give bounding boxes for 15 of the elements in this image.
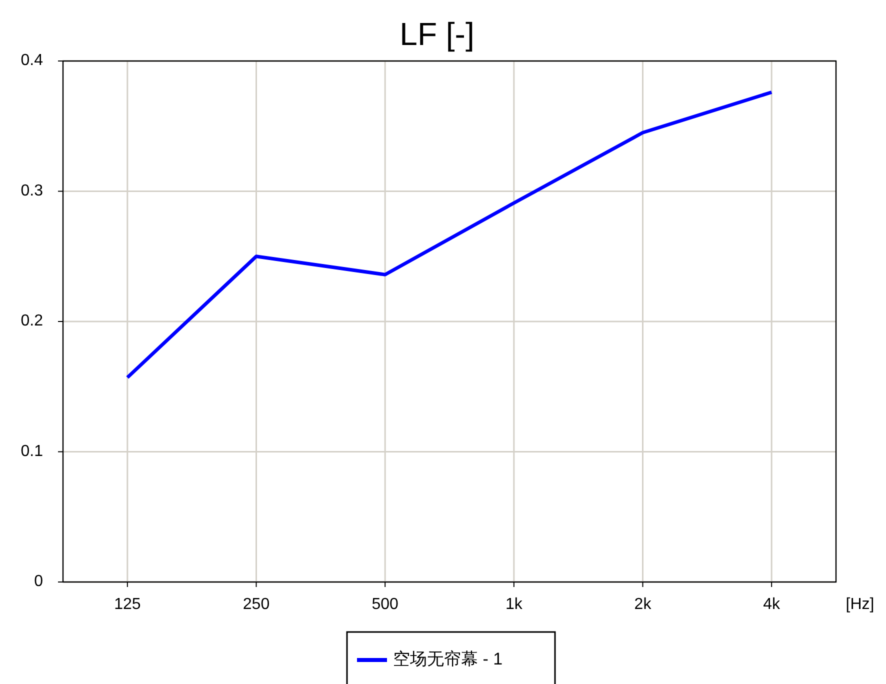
chart-title: LF [-] — [400, 16, 474, 52]
x-tick-label: 1k — [505, 596, 524, 613]
legend: 空场无帘幕 - 1 — [346, 631, 556, 684]
y-tick-label: 0.3 — [20, 182, 44, 200]
x-tick-label: 2k — [634, 596, 652, 613]
x-tick-label: 4k — [763, 596, 782, 613]
x-axis-title: [Hz] — [846, 596, 874, 613]
x-tick-label: 500 — [372, 596, 399, 613]
y-tick-label: 0 — [34, 573, 44, 590]
y-tick-label: 0.1 — [20, 442, 44, 460]
x-tick-label: 125 — [114, 596, 141, 613]
y-tick-label: 0.2 — [20, 312, 44, 330]
y-tick-label: 0.4 — [20, 52, 44, 70]
x-tick-label: 250 — [242, 596, 270, 613]
legend-label: 空场无帘幕 - 1 — [393, 649, 503, 668]
